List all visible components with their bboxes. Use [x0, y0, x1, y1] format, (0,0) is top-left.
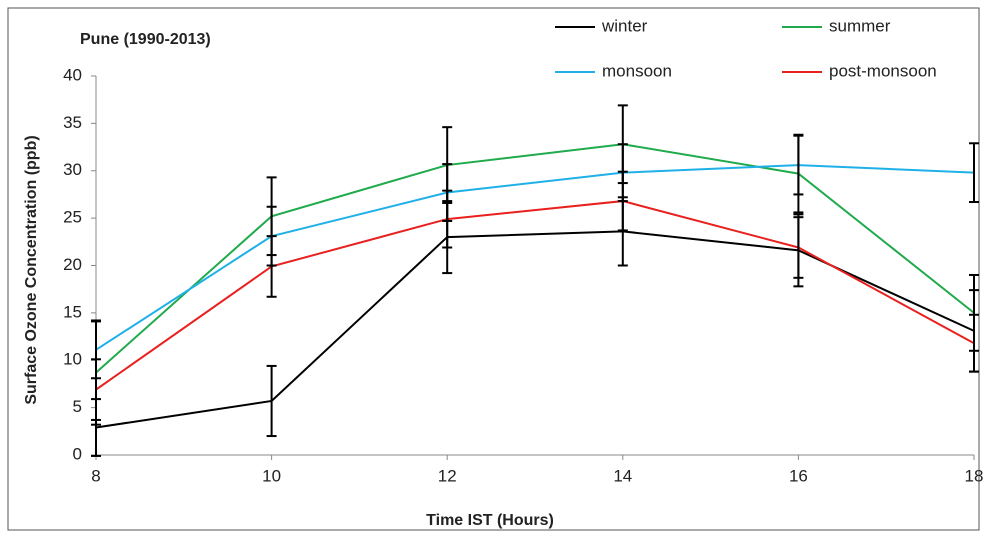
- legend-label: winter: [601, 16, 648, 35]
- legend-label: post-monsoon: [829, 61, 937, 80]
- series-line: [95, 164, 975, 351]
- series-line: [95, 143, 975, 374]
- x-tick-label: 18: [965, 466, 984, 485]
- y-tick-label: 15: [63, 302, 82, 321]
- x-tick-label: 8: [91, 466, 100, 485]
- error-bar: [617, 170, 628, 232]
- y-tick-label: 10: [63, 350, 82, 369]
- y-tick-label: 5: [73, 397, 82, 416]
- x-tick-label: 14: [613, 466, 632, 485]
- y-tick-label: 25: [63, 208, 82, 227]
- y-tick-label: 35: [63, 113, 82, 132]
- error-bar: [266, 235, 277, 298]
- x-tick-label: 16: [789, 466, 808, 485]
- error-bar: [793, 134, 804, 196]
- error-bar: [969, 142, 979, 204]
- x-tick-label: 10: [262, 466, 281, 485]
- y-axis-label: Surface Ozone Concentration (ppb): [23, 135, 40, 404]
- y-tick-label: 20: [63, 255, 82, 274]
- legend-label: summer: [829, 16, 891, 35]
- error-bar: [266, 364, 277, 438]
- chart-title: Pune (1990-2013): [80, 31, 211, 48]
- x-axis-label: Time IST (Hours): [426, 512, 554, 529]
- y-tick-label: 40: [63, 65, 82, 84]
- legend-label: monsoon: [602, 61, 672, 80]
- series-line: [95, 200, 975, 391]
- error-bar: [91, 358, 101, 421]
- y-tick-label: 30: [63, 160, 82, 179]
- y-tick-label: 0: [73, 444, 82, 463]
- chart-border: [7, 7, 980, 531]
- error-bar: [442, 189, 453, 249]
- error-bar: [793, 216, 804, 279]
- x-tick-label: 12: [438, 466, 457, 485]
- error-bar: [969, 313, 979, 373]
